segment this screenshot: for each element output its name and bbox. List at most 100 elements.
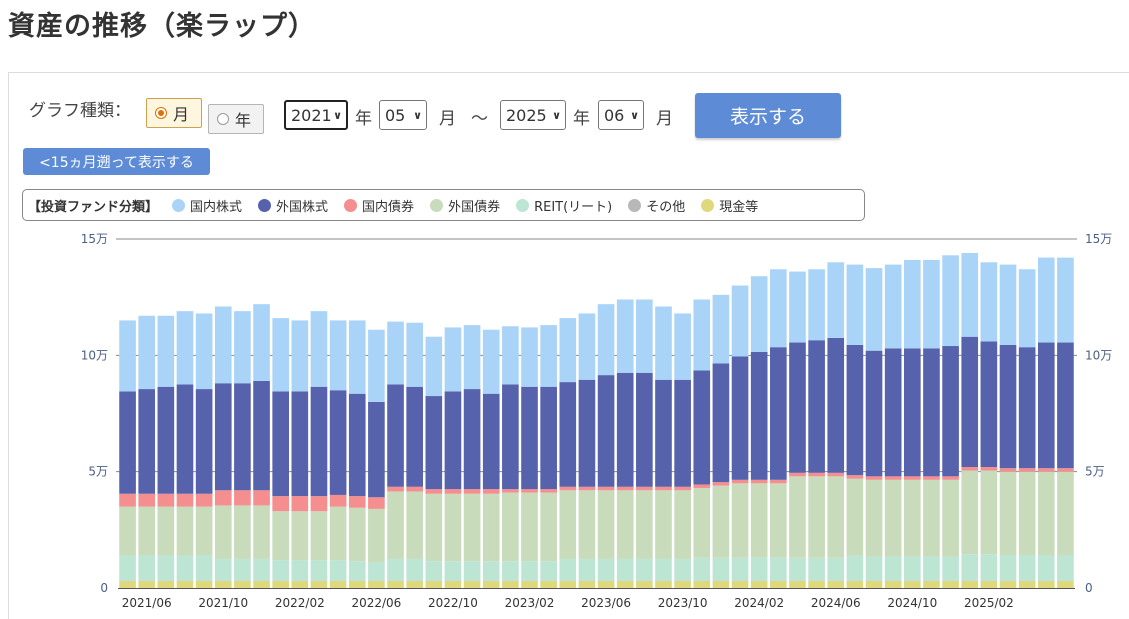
bar-segment-reit [846, 555, 864, 582]
bar-segment-domestic_bond [138, 493, 156, 507]
legend-item-foreign_stock[interactable]: 外国株式 [258, 196, 328, 215]
bar-segment-foreign_stock [157, 386, 175, 494]
bar-segment-foreign_stock [655, 379, 672, 487]
bar-segment-domestic_bond [923, 476, 940, 480]
from-month-select[interactable]: 05 ∨ [379, 100, 427, 130]
bar-segment-foreign_bond [674, 490, 691, 559]
bar-segment-foreign_stock [789, 342, 806, 473]
bar-segment-cash [425, 581, 443, 588]
bar-segment-reit [731, 557, 749, 582]
bar-segment-domestic_bond [789, 472, 806, 477]
to-year-select[interactable]: 2025 ∨ [500, 100, 566, 130]
bar-segment-reit [482, 561, 500, 582]
bar-segment-cash [234, 581, 251, 588]
bar-segment-foreign_stock [636, 372, 653, 487]
legend-item-cash[interactable]: 現金等 [701, 196, 758, 215]
bar-segment-foreign_bond [195, 506, 213, 556]
bar-segment-cash [731, 581, 749, 588]
bar-segment-domestic_bond [884, 476, 902, 480]
legend-title: 【投資ファンド分類】 [28, 199, 159, 215]
legend-item-domestic_stock[interactable]: 国内株式 [172, 196, 242, 215]
bar-segment-cash [368, 581, 385, 588]
bar-segment-foreign_bond [655, 490, 672, 559]
to-month-select[interactable]: 06 ∨ [598, 100, 644, 130]
show-button[interactable]: 表示する [695, 93, 841, 138]
from-year-select[interactable]: 2021 ∨ [284, 100, 348, 130]
bar-segment-foreign_bond [559, 490, 577, 559]
bar-segment-domestic_bond [444, 489, 462, 494]
bar-segment-domestic_bond [827, 472, 845, 477]
bar-segment-domestic_bond [865, 476, 883, 480]
bar-segment-reit [291, 560, 309, 582]
chevron-down-icon: ∨ [630, 108, 639, 122]
bar-segment-cash [310, 581, 328, 588]
bar-segment-foreign_stock [253, 380, 270, 491]
bar-segment-foreign_bond [770, 483, 787, 558]
bar-segment-foreign_stock [903, 348, 921, 477]
bar-segment-cash [559, 581, 577, 588]
bar-segment-domestic_bond [942, 476, 959, 480]
x-tick-label: 2021/10 [198, 596, 248, 610]
back-15-months-button[interactable]: <15ヵ月遡って表示する [23, 148, 210, 175]
bar-segment-domestic_stock [750, 276, 768, 352]
bar-segment-domestic_stock [961, 252, 979, 337]
bar-segment-foreign_stock [1018, 347, 1036, 469]
bar-segment-cash [406, 581, 423, 588]
bar-segment-foreign_bond [808, 476, 825, 558]
bar-segment-domestic_stock [770, 269, 787, 348]
x-tick-label: 2022/02 [275, 596, 325, 610]
bar-segment-reit [674, 558, 691, 582]
x-tick-label: 2023/06 [581, 596, 631, 610]
bar-segment-domestic_stock [463, 325, 481, 390]
legend-item-other[interactable]: その他 [628, 196, 685, 215]
bar-segment-cash [827, 581, 845, 588]
from-year-unit: 年 [355, 109, 372, 129]
bar-segment-domestic_stock [214, 306, 232, 384]
bar-segment-domestic_bond [176, 493, 194, 507]
chart-panel: グラフ種類： 月 年 2021 ∨ 年 05 ∨ 月 ～ 2025 ∨ 年 06… [8, 72, 1129, 619]
legend-item-reit[interactable]: REIT(リート) [516, 196, 612, 215]
bar-segment-foreign_stock [597, 375, 615, 487]
bar-segment-foreign_stock [999, 344, 1017, 469]
bar-segment-foreign_bond [214, 505, 232, 559]
bar-segment-cash [674, 581, 691, 588]
bar-segment-domestic_stock [540, 325, 557, 387]
bar-segment-domestic_stock [655, 306, 672, 380]
bar-segment-foreign_bond [961, 470, 979, 555]
bar-segment-reit [827, 557, 845, 582]
bar-segment-foreign_stock [865, 350, 883, 477]
bar-segment-reit [272, 560, 290, 582]
legend-item-domestic_bond[interactable]: 国内債券 [344, 196, 414, 215]
bar-segment-reit [406, 558, 423, 582]
bar-segment-foreign_bond [540, 492, 557, 562]
bar-segment-cash [1037, 581, 1055, 588]
bar-segment-foreign_bond [789, 476, 806, 558]
bar-segment-domestic_bond [157, 493, 175, 507]
bar-segment-cash [119, 581, 136, 588]
bar-segment-domestic_bond [903, 476, 921, 480]
bar-segment-domestic_bond [348, 496, 366, 508]
bar-segment-cash [770, 581, 787, 588]
legend-label: 国内債券 [362, 199, 415, 215]
bar-segment-foreign_stock [348, 393, 366, 497]
radio-unselected-icon [217, 113, 229, 125]
bar-segment-foreign_stock [463, 389, 481, 490]
bar-segment-domestic_bond [234, 490, 251, 506]
bar-segment-foreign_bond [693, 487, 711, 558]
radio-year[interactable]: 年 [208, 104, 264, 134]
bar-segment-foreign_bond [616, 490, 634, 559]
bar-segment-domestic_stock [999, 264, 1017, 345]
legend-item-foreign_bond[interactable]: 外国債券 [430, 196, 500, 215]
bar-segment-reit [502, 561, 519, 582]
bar-segment-foreign_bond [521, 492, 538, 562]
radio-month[interactable]: 月 [146, 98, 202, 128]
to-month-value: 06 [604, 105, 625, 125]
bar-segment-domestic_stock [425, 336, 443, 397]
legend-label: 外国債券 [448, 199, 501, 215]
bar-segment-reit [597, 558, 615, 582]
bar-segment-cash [214, 581, 232, 588]
bar-segment-foreign_stock [559, 382, 577, 487]
bar-segment-foreign_stock [138, 389, 156, 494]
bar-segment-cash [616, 581, 634, 588]
bar-segment-domestic_bond [693, 484, 711, 488]
